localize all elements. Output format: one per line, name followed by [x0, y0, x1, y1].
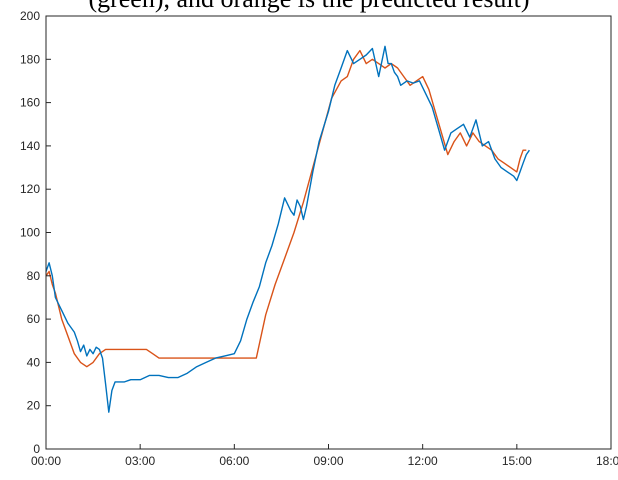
y-tick-label: 40	[27, 355, 41, 369]
y-tick-label: 80	[27, 269, 41, 283]
x-axis: 00:00 03:00 06:00 09:00 12:00 15:00 18:00	[31, 444, 618, 468]
caption-fragment: (green), and orange is the predicted res…	[0, 0, 618, 14]
x-tick-label: 06:00	[219, 454, 249, 468]
y-tick-label: 120	[20, 182, 40, 196]
series-line-blue	[45, 45, 530, 413]
y-tick-label: 160	[20, 96, 40, 110]
y-axis: 0 20 40 60 80 100 120 140 160 180 200	[20, 9, 51, 456]
y-tick-label: 60	[27, 312, 41, 326]
y-tick-label: 180	[20, 52, 40, 66]
x-tick-label: 00:00	[31, 454, 61, 468]
y-tick-label: 140	[20, 139, 40, 153]
x-tick-label: 18:00	[596, 454, 618, 468]
series-lines	[45, 45, 530, 413]
x-tick-label: 09:00	[313, 454, 343, 468]
y-tick-label: 100	[20, 226, 40, 240]
x-tick-label: 12:00	[408, 454, 438, 468]
y-tick-label: 20	[27, 399, 41, 413]
y-tick-label: 200	[20, 9, 40, 23]
plot-background	[46, 16, 611, 449]
x-tick-label: 15:00	[502, 454, 532, 468]
x-tick-label: 03:00	[125, 454, 155, 468]
y-tick-label: 0	[33, 442, 40, 456]
